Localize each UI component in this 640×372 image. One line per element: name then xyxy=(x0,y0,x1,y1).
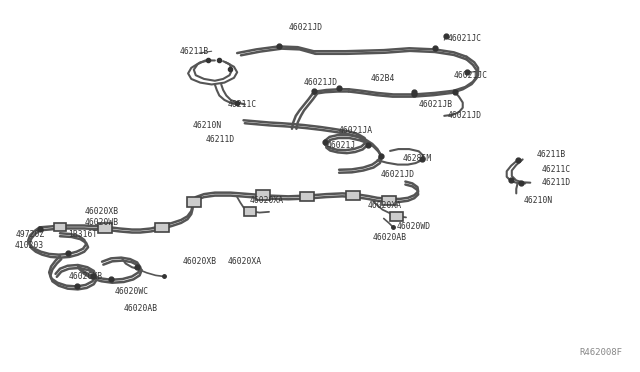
Text: 46020XB: 46020XB xyxy=(68,272,102,281)
Text: 1B316T: 1B316T xyxy=(68,230,97,239)
FancyBboxPatch shape xyxy=(382,196,396,205)
Text: 46021JD: 46021JD xyxy=(447,111,481,121)
Text: 46020XA: 46020XA xyxy=(367,201,401,210)
Text: 46021JD: 46021JD xyxy=(304,78,338,87)
Text: 46020XA: 46020XA xyxy=(250,196,284,205)
Text: 46020AB: 46020AB xyxy=(124,304,158,313)
Text: 46020WB: 46020WB xyxy=(84,218,118,227)
FancyBboxPatch shape xyxy=(99,223,112,233)
Text: 462B4: 462B4 xyxy=(371,74,396,83)
Text: 46211B: 46211B xyxy=(180,47,209,56)
Text: 46211D: 46211D xyxy=(205,135,234,144)
FancyBboxPatch shape xyxy=(187,198,201,207)
Text: 46210N: 46210N xyxy=(524,196,553,205)
Text: 46020WD: 46020WD xyxy=(396,222,431,231)
Text: 46021JD: 46021JD xyxy=(381,170,415,179)
Text: 46211C: 46211C xyxy=(541,165,571,174)
FancyBboxPatch shape xyxy=(255,190,269,200)
Text: 46211B: 46211B xyxy=(537,150,566,159)
Text: R462008F: R462008F xyxy=(580,349,623,357)
Text: 46211D: 46211D xyxy=(541,178,571,187)
FancyBboxPatch shape xyxy=(346,191,360,201)
Text: 46020AB: 46020AB xyxy=(372,233,406,242)
Text: 46021JA: 46021JA xyxy=(339,126,373,135)
Text: 410203: 410203 xyxy=(14,241,44,250)
Text: 46021J: 46021J xyxy=(326,141,356,150)
FancyBboxPatch shape xyxy=(390,212,403,221)
Text: 46021JC: 46021JC xyxy=(454,71,488,80)
FancyBboxPatch shape xyxy=(155,222,169,232)
Text: 49720Z: 49720Z xyxy=(15,230,45,239)
Text: 46021JD: 46021JD xyxy=(288,23,323,32)
Text: 46021JB: 46021JB xyxy=(419,100,453,109)
FancyBboxPatch shape xyxy=(54,222,67,231)
Text: 46210N: 46210N xyxy=(193,121,222,129)
Text: 46020XA: 46020XA xyxy=(228,257,262,266)
FancyBboxPatch shape xyxy=(300,192,314,201)
Text: 46020WC: 46020WC xyxy=(115,287,149,296)
Text: 46020XB: 46020XB xyxy=(183,257,217,266)
Text: 46211C: 46211C xyxy=(228,100,257,109)
Text: 46021JC: 46021JC xyxy=(447,34,481,43)
Text: 46020XB: 46020XB xyxy=(84,207,118,217)
FancyBboxPatch shape xyxy=(244,208,256,216)
Text: 46285M: 46285M xyxy=(403,154,432,163)
